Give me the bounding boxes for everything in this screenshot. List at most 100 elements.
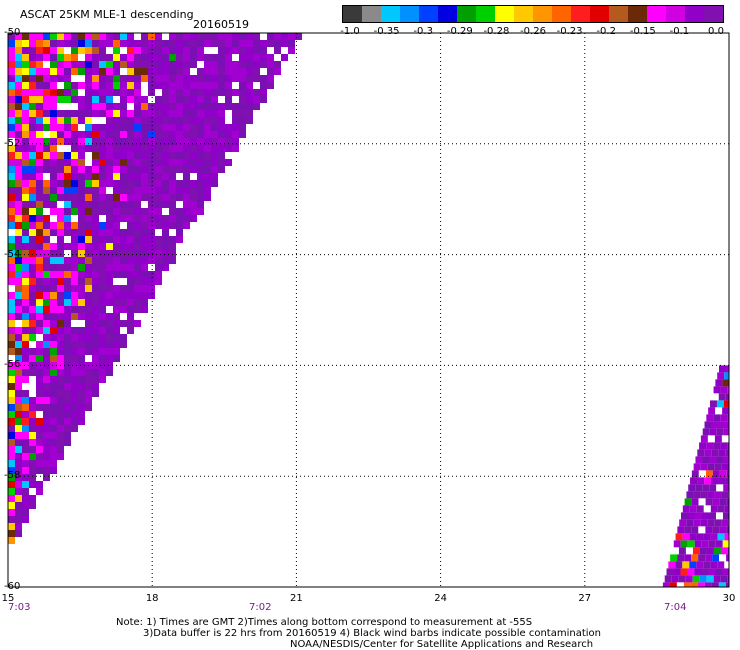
swath-pixel: [92, 390, 99, 397]
swath-pixel: [176, 89, 183, 96]
swath-pixel: [127, 159, 134, 166]
swath-pixel: [22, 68, 29, 75]
swath-pixel: [22, 145, 29, 152]
swath-pixel: [8, 516, 15, 523]
swath-pixel: [29, 103, 36, 110]
swath-pixel: [713, 547, 721, 555]
swath-pixel: [85, 208, 92, 215]
swath-pixel: [169, 159, 176, 166]
swath-pixel: [64, 194, 71, 201]
swath-pixel: [85, 285, 92, 292]
swath-pixel: [99, 96, 106, 103]
swath-pixel: [176, 145, 183, 152]
swath-pixel: [43, 243, 50, 250]
swath-pixel: [134, 131, 141, 138]
swath-pixel: [15, 96, 22, 103]
swath-pixel: [106, 159, 113, 166]
swath-pixel: [253, 75, 260, 82]
swath-pixel: [15, 355, 22, 362]
swath-pixel: [169, 40, 176, 47]
swath-pixel: [225, 145, 232, 152]
swath-pixel: [726, 526, 729, 534]
swath-pixel: [92, 271, 99, 278]
swath-pixel: [50, 194, 57, 201]
swath-pixel: [113, 278, 120, 285]
swath-pixel: [57, 299, 64, 306]
swath-pixel: [64, 96, 71, 103]
swath-pixel: [36, 166, 43, 173]
swath-pixel: [718, 421, 726, 429]
swath-pixel: [190, 173, 197, 180]
swath-pixel: [673, 568, 681, 576]
swath-pixel: [703, 533, 711, 541]
swath-pixel: [99, 54, 106, 61]
swath-pixel: [50, 222, 57, 229]
swath-pixel: [36, 390, 43, 397]
swath-pixel: [36, 264, 43, 271]
swath-pixel: [155, 278, 162, 285]
swath-pixel: [211, 131, 218, 138]
swath-pixel: [8, 537, 15, 544]
swath-pixel: [85, 306, 92, 313]
swath-pixel: [64, 411, 71, 418]
swath-pixel: [57, 194, 64, 201]
swath-pixel: [50, 460, 57, 467]
swath-pixel: [246, 96, 253, 103]
swath-pixel: [155, 243, 162, 250]
swath-pixel: [57, 96, 64, 103]
swath-pixel: [113, 117, 120, 124]
swath-pixel: [134, 40, 141, 47]
swath-pixel: [677, 526, 685, 534]
swath-pixel: [134, 201, 141, 208]
swath-pixel: [197, 152, 204, 159]
swath-pixel: [134, 306, 141, 313]
swath-pixel: [92, 131, 99, 138]
swath-pixel: [8, 376, 15, 383]
swath-pixel: [218, 33, 225, 40]
swath-pixel: [106, 103, 113, 110]
colorbar-segment: [647, 6, 666, 22]
swath-pixel: [71, 138, 78, 145]
swath-pixel: [120, 271, 127, 278]
swath-pixel: [707, 463, 715, 471]
swath-pixel: [99, 215, 106, 222]
swath-pixel: [50, 124, 57, 131]
swath-pixel: [43, 166, 50, 173]
swath-pixel: [711, 421, 719, 429]
swath-pixel: [15, 166, 22, 173]
swath-pixel: [15, 82, 22, 89]
swath-pixel: [43, 278, 50, 285]
swath-pixel: [36, 285, 43, 292]
swath-pixel: [721, 435, 729, 443]
swath-pixel: [50, 82, 57, 89]
swath-pixel: [106, 341, 113, 348]
swath-pixel: [106, 348, 113, 355]
swath-pixel: [57, 313, 64, 320]
swath-pixel: [246, 33, 253, 40]
swath-pixel: [57, 334, 64, 341]
swath-pixel: [99, 103, 106, 110]
swath-pixel: [15, 425, 22, 432]
swath-pixel: [92, 89, 99, 96]
lat-tick-label: -50: [4, 27, 21, 38]
swath-pixel: [43, 425, 50, 432]
swath-pixel: [204, 75, 211, 82]
swath-pixel: [141, 173, 148, 180]
swath-pixel: [253, 96, 260, 103]
swath-pixel: [22, 33, 29, 40]
swath-pixel: [169, 47, 176, 54]
swath-pixel: [134, 75, 141, 82]
colorbar-segment: [590, 6, 609, 22]
swath-pixel: [71, 68, 78, 75]
lon-tick-label: 15: [1, 593, 15, 604]
swath-pixel: [8, 313, 15, 320]
swath-pixel: [85, 89, 92, 96]
swath-pixel: [29, 152, 36, 159]
swath-pixel: [134, 152, 141, 159]
swath-pixel: [85, 96, 92, 103]
swath-pixel: [8, 215, 15, 222]
swath-pixel: [78, 47, 85, 54]
swath-pixel: [120, 257, 127, 264]
swath-pixel: [127, 124, 134, 131]
swath-pixel: [29, 327, 36, 334]
